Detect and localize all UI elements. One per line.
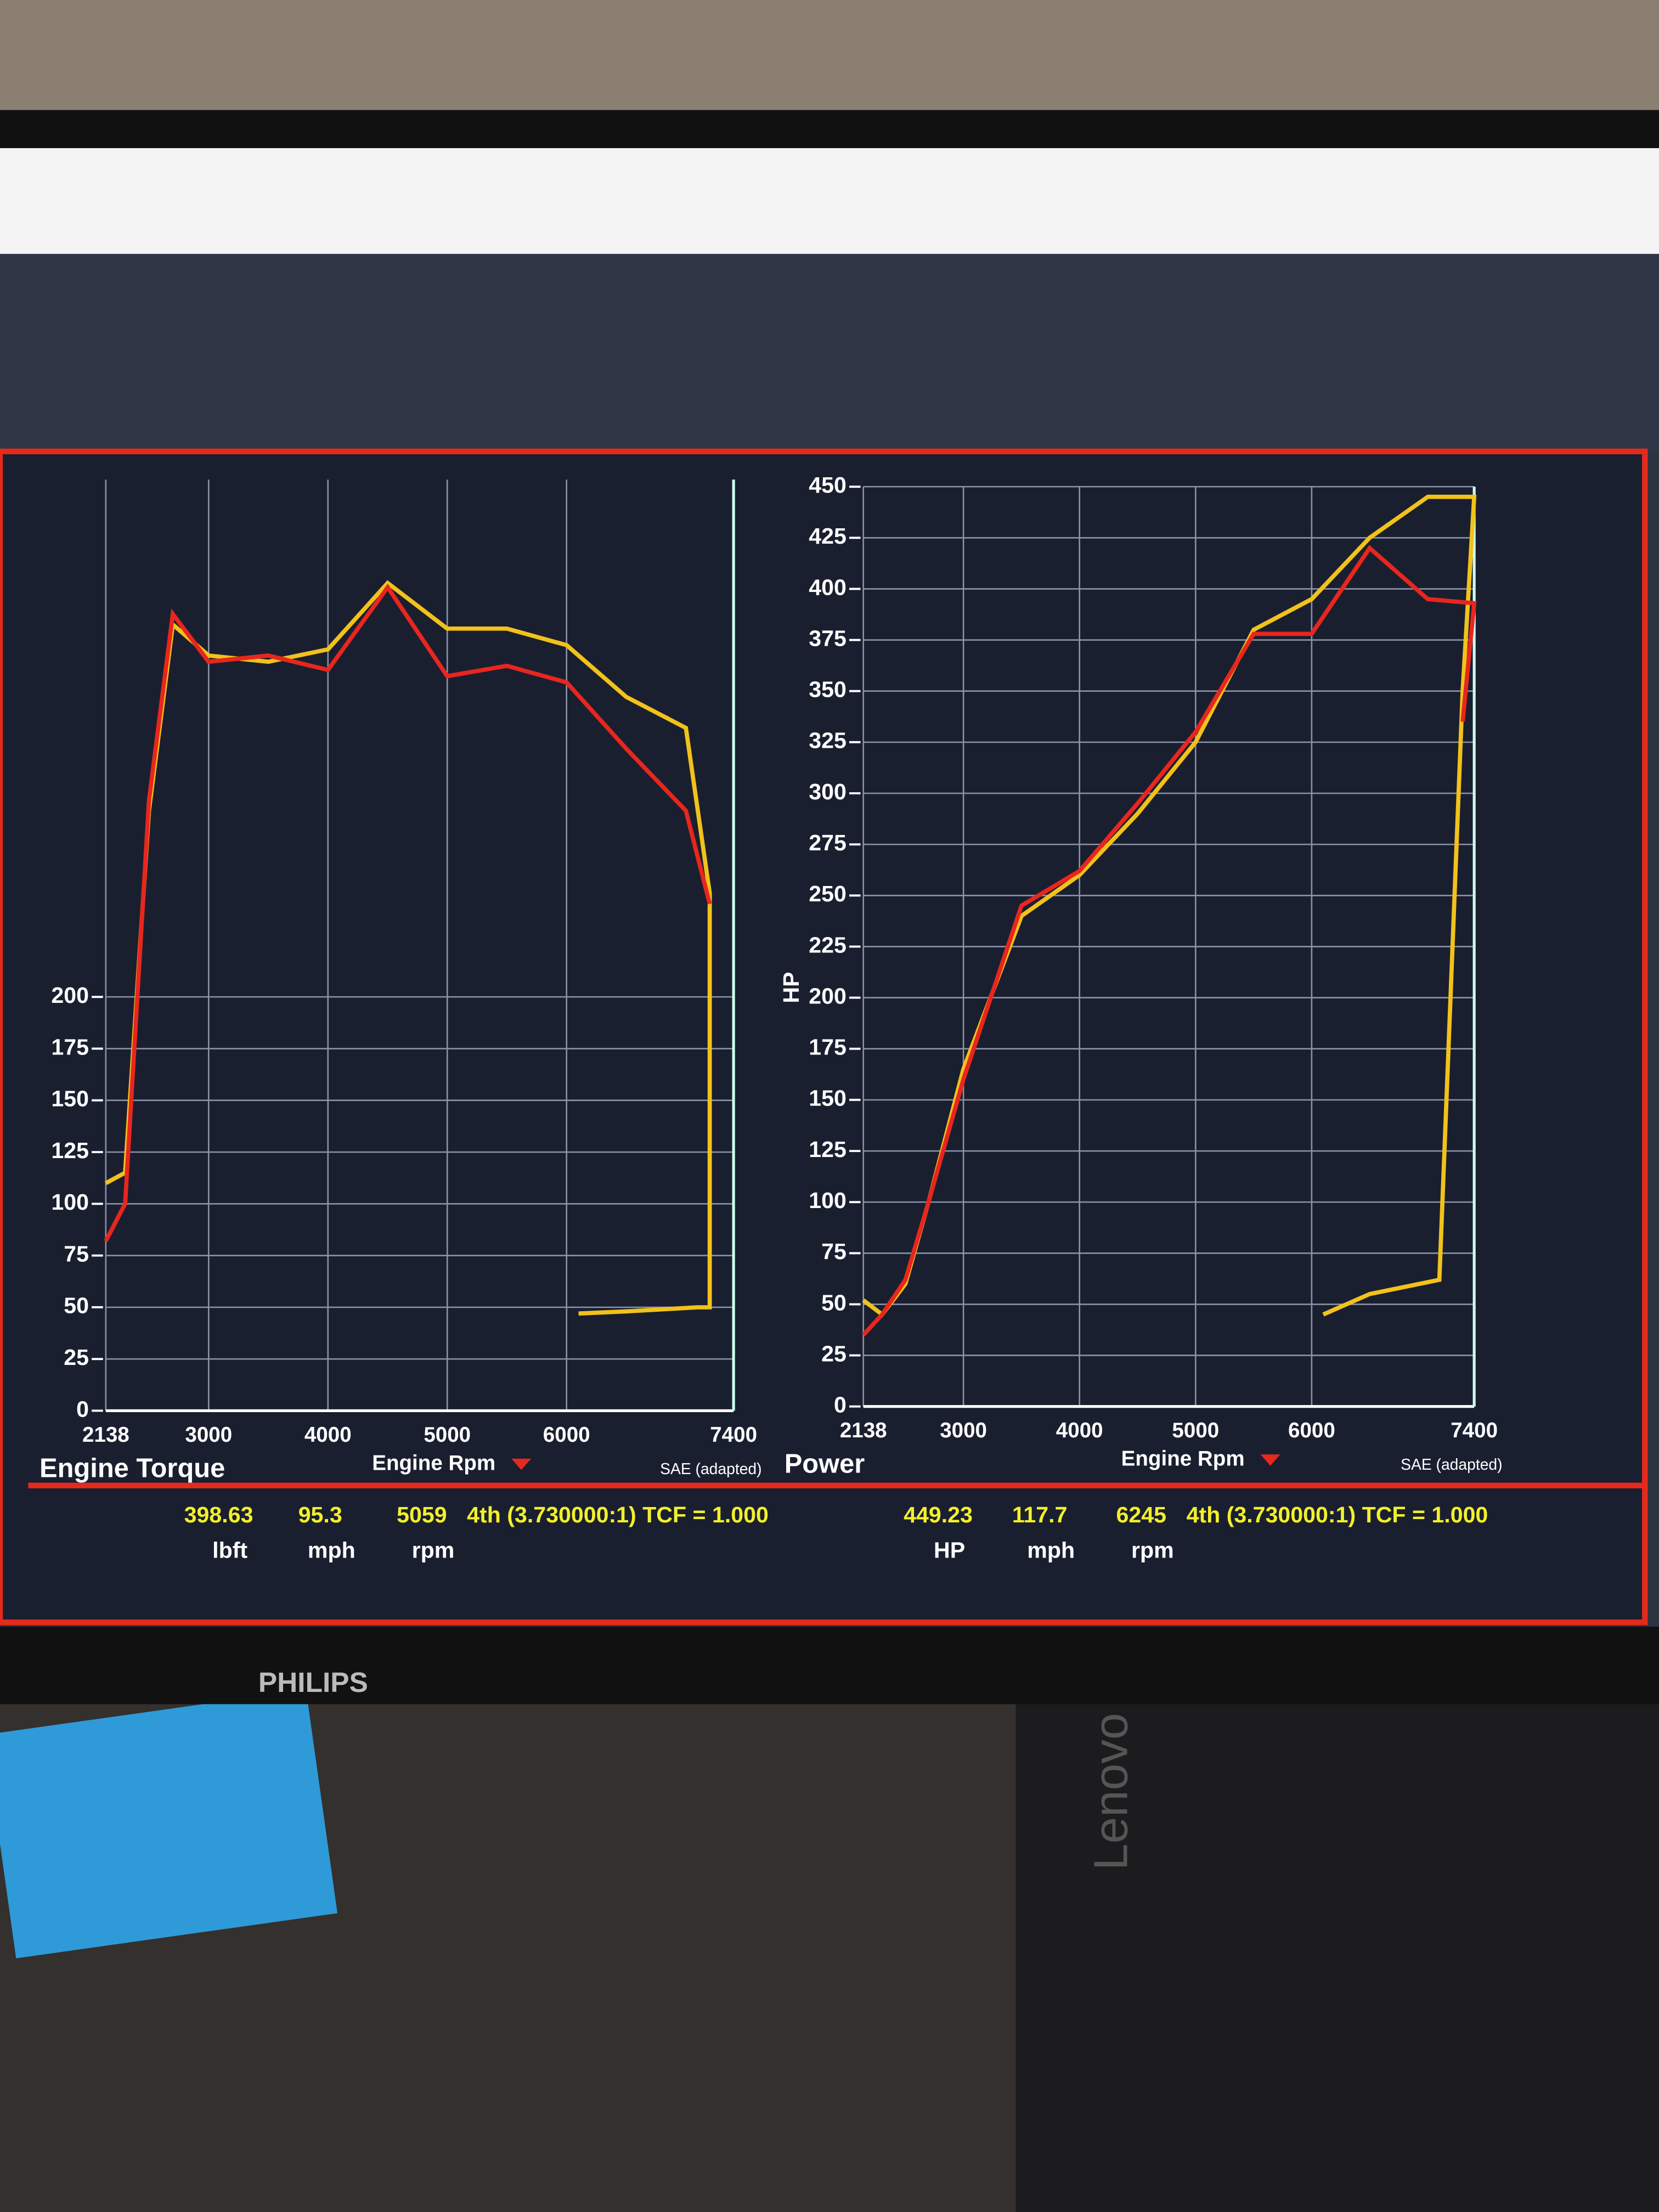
series-line [104, 583, 712, 1242]
readout-value: 6245 [1116, 1502, 1167, 1527]
note: SAE (adapted) [660, 1460, 761, 1477]
readout-gear: 4th (3.730000:1) TCF = 1.000 [1187, 1502, 1488, 1527]
readout-unit: rpm [412, 1537, 455, 1562]
y-tick-label: 50 [821, 1290, 847, 1315]
warehouse [0, 0, 1659, 127]
readout-value: 5059 [397, 1502, 447, 1527]
y-tick-label: 100 [809, 1188, 847, 1213]
x-tick-label: 6000 [543, 1423, 590, 1447]
y-tick-label: 125 [51, 1138, 89, 1163]
x-tick-label: 5000 [1172, 1419, 1219, 1442]
chart-title: Engine Torque [40, 1453, 225, 1483]
x-tick-label: 5000 [424, 1423, 471, 1447]
y-tick-label: 75 [64, 1241, 89, 1266]
y-tick-label: 100 [51, 1189, 89, 1215]
y-tick-label: 150 [809, 1086, 847, 1111]
y-tick-label: 150 [51, 1086, 89, 1111]
x-tick-label: 4000 [1056, 1419, 1103, 1442]
y-tick-label: 0 [834, 1392, 847, 1418]
x-tick-label: 3000 [185, 1423, 232, 1447]
sort-arrow [1260, 1454, 1280, 1466]
y-tick-label: 175 [51, 1034, 89, 1059]
toolbar-area [0, 253, 1659, 452]
readout-unit: rpm [1131, 1537, 1174, 1562]
chart-title: Power [785, 1449, 865, 1479]
y-tick-label: 200 [809, 983, 847, 1008]
readout-value: 398.63 [184, 1502, 253, 1527]
readout-gear: 4th (3.730000:1) TCF = 1.000 [467, 1502, 769, 1527]
x-tick-label: 2138 [840, 1419, 887, 1442]
y-tick-label: 400 [809, 574, 847, 600]
sticky-note [0, 1689, 338, 1959]
y-tick-label: 50 [64, 1293, 89, 1318]
note: SAE (adapted) [1401, 1455, 1502, 1473]
y-tick-label: 350 [809, 677, 847, 702]
window-title-bar [0, 148, 1659, 254]
readout-unit: mph [308, 1537, 356, 1562]
x-tick-label: 3000 [940, 1419, 987, 1442]
y-tick-label: 200 [51, 983, 89, 1008]
sort-arrow [511, 1458, 532, 1470]
x-tick-label: 6000 [1288, 1419, 1335, 1442]
readout-unit: lbft [212, 1537, 247, 1562]
y-tick-label: 425 [809, 523, 847, 549]
readout-value: 95.3 [298, 1502, 342, 1527]
y-tick-label: 275 [809, 830, 847, 855]
y-tick-label: 125 [809, 1137, 847, 1162]
readout-unit: HP [934, 1537, 965, 1562]
y-tick-label: 375 [809, 625, 847, 651]
pc-case [1015, 1692, 1659, 2212]
y-tick-label: 250 [809, 881, 847, 906]
x-tick-label: 2138 [82, 1423, 129, 1447]
chart-panel [0, 448, 1648, 1626]
readout-value: 117.7 [1012, 1502, 1068, 1527]
y-tick-label: 25 [821, 1341, 847, 1366]
y-tick-label: 300 [809, 779, 847, 804]
pc-brand: Lenovo [1084, 1713, 1138, 1870]
x-axis-label: Engine Rpm [372, 1451, 495, 1475]
series-line [861, 545, 1477, 1336]
x-tick-label: 4000 [304, 1423, 352, 1447]
readout-unit: mph [1027, 1537, 1075, 1562]
x-tick-label: 7400 [710, 1423, 757, 1447]
y-tick-label: 225 [809, 932, 847, 957]
x-tick-label: 7400 [1451, 1419, 1498, 1442]
y-tick-label: 0 [76, 1396, 89, 1421]
x-axis-label: Engine Rpm [1121, 1447, 1245, 1471]
y-tick-label: 75 [821, 1239, 847, 1264]
monitor-brand: PHILIPS [258, 1666, 368, 1698]
y-tick-label: 175 [809, 1035, 847, 1060]
y-axis-label: HP [778, 972, 804, 1003]
y-tick-label: 325 [809, 728, 847, 753]
y-tick-label: 25 [64, 1345, 89, 1370]
readout-value: 449.23 [904, 1502, 973, 1527]
y-tick-label: 450 [809, 472, 847, 498]
